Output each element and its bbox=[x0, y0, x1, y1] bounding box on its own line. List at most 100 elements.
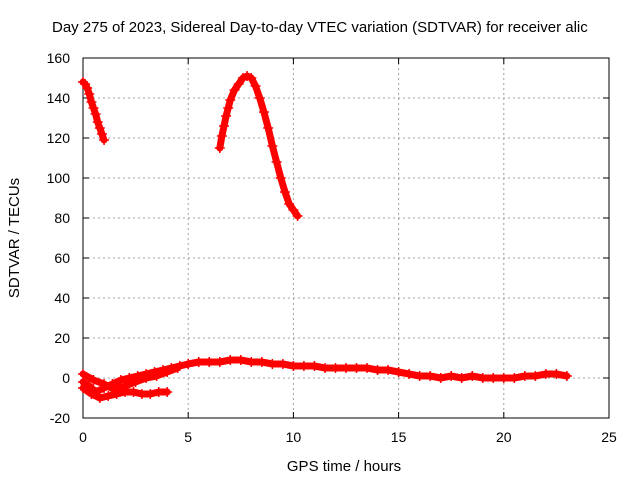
x-tick-label: 10 bbox=[286, 429, 302, 445]
data-point bbox=[351, 363, 362, 373]
data-point bbox=[233, 79, 244, 89]
data-point bbox=[214, 357, 225, 367]
data-point bbox=[96, 129, 107, 139]
data-series bbox=[78, 71, 572, 403]
data-point bbox=[229, 85, 240, 95]
data-point bbox=[235, 355, 246, 365]
data-point bbox=[414, 371, 425, 381]
data-point bbox=[78, 383, 88, 393]
data-point bbox=[99, 379, 110, 389]
data-point bbox=[456, 373, 467, 383]
data-point bbox=[99, 135, 110, 145]
data-point bbox=[263, 123, 274, 133]
data-point bbox=[256, 357, 267, 367]
y-axis-label: SDTVAR / TECUs bbox=[6, 178, 23, 298]
data-point bbox=[362, 363, 373, 373]
data-point bbox=[214, 143, 225, 153]
data-point bbox=[404, 369, 415, 379]
y-tick-label: 120 bbox=[47, 130, 71, 146]
data-point bbox=[78, 77, 88, 87]
data-point bbox=[477, 373, 488, 383]
data-point bbox=[393, 367, 404, 377]
data-point bbox=[267, 359, 278, 369]
data-point bbox=[372, 365, 383, 375]
data-point bbox=[103, 391, 114, 401]
data-point bbox=[92, 117, 103, 127]
y-tick-label: 60 bbox=[54, 250, 70, 266]
y-tick-label: 140 bbox=[47, 90, 71, 106]
data-point bbox=[242, 71, 253, 81]
x-tick-label: 15 bbox=[391, 429, 407, 445]
data-point bbox=[223, 103, 234, 113]
data-point bbox=[216, 131, 227, 141]
data-point bbox=[115, 375, 126, 385]
data-point bbox=[82, 83, 93, 93]
data-point bbox=[467, 371, 478, 381]
data-point bbox=[204, 357, 215, 367]
x-tick-label: 20 bbox=[496, 429, 512, 445]
grid bbox=[83, 58, 609, 418]
data-point bbox=[78, 369, 88, 379]
y-tick-label: 160 bbox=[47, 50, 71, 66]
data-point bbox=[519, 371, 530, 381]
data-point bbox=[84, 89, 95, 99]
data-point bbox=[218, 121, 229, 131]
data-point bbox=[246, 73, 257, 83]
axis-ticks: 0 5 10 15 20 25 -20 0 20 40 60 80 100 120 140 160 bbox=[47, 50, 617, 445]
y-tick-label: 80 bbox=[54, 210, 70, 226]
data-point bbox=[151, 371, 162, 381]
y-tick-label: -20 bbox=[50, 410, 70, 426]
data-point bbox=[162, 367, 173, 377]
data-point bbox=[162, 387, 173, 397]
data-point bbox=[172, 363, 183, 373]
data-point bbox=[435, 373, 446, 383]
data-point bbox=[341, 363, 351, 373]
data-point bbox=[128, 387, 139, 397]
data-point bbox=[446, 371, 457, 381]
data-point bbox=[292, 211, 303, 221]
data-point bbox=[120, 381, 131, 391]
data-point bbox=[288, 205, 299, 215]
data-point bbox=[277, 359, 288, 369]
data-point bbox=[86, 389, 97, 399]
data-point bbox=[258, 107, 269, 117]
x-tick-label: 25 bbox=[601, 429, 617, 445]
series-trace-4 bbox=[79, 364, 182, 394]
data-point bbox=[88, 375, 99, 385]
data-point bbox=[141, 373, 152, 383]
data-point bbox=[319, 363, 330, 373]
data-point bbox=[267, 141, 278, 151]
data-point bbox=[271, 157, 282, 167]
data-point bbox=[298, 361, 309, 371]
data-point bbox=[530, 371, 541, 381]
data-point bbox=[136, 389, 147, 399]
y-tick-label: 40 bbox=[54, 290, 70, 306]
data-point bbox=[288, 361, 299, 371]
data-point bbox=[254, 93, 265, 103]
data-point bbox=[284, 199, 295, 209]
data-point bbox=[109, 385, 120, 395]
y-tick-label: 100 bbox=[47, 170, 71, 186]
data-point bbox=[509, 373, 520, 383]
data-point bbox=[551, 369, 562, 379]
data-point bbox=[183, 359, 194, 369]
data-point bbox=[561, 371, 572, 381]
plot-frame bbox=[82, 57, 610, 419]
data-point bbox=[153, 387, 164, 397]
data-point bbox=[94, 123, 105, 133]
data-point bbox=[425, 371, 436, 381]
y-tick-label: 20 bbox=[54, 330, 70, 346]
data-point bbox=[193, 357, 204, 367]
data-point bbox=[94, 393, 105, 403]
data-point bbox=[88, 103, 99, 113]
data-point bbox=[225, 355, 236, 365]
series-0 bbox=[78, 71, 572, 403]
data-point bbox=[275, 173, 286, 183]
data-point bbox=[90, 109, 101, 119]
data-point bbox=[279, 187, 290, 197]
data-point bbox=[488, 373, 499, 383]
data-point bbox=[540, 369, 551, 379]
data-point bbox=[145, 389, 156, 399]
data-point bbox=[225, 95, 236, 105]
y-tick-label: 0 bbox=[62, 370, 70, 386]
